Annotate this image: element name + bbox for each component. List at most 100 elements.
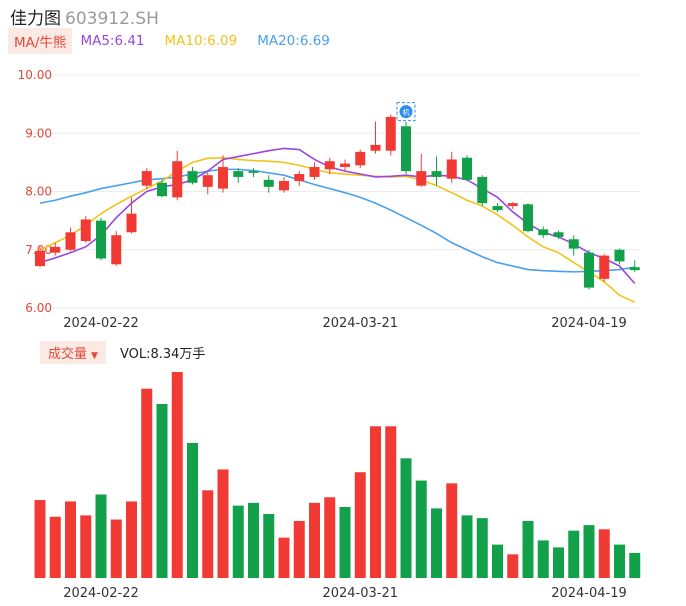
volume-toggle-label: 成交量 bbox=[48, 346, 88, 362]
ma10-label: MA10:6.09 bbox=[164, 33, 238, 49]
candle bbox=[248, 171, 259, 173]
candle bbox=[553, 232, 564, 237]
ma20-line bbox=[39, 168, 635, 273]
candle bbox=[218, 167, 228, 189]
volume-bar bbox=[232, 505, 244, 578]
volume-bar bbox=[461, 515, 473, 578]
candle bbox=[568, 239, 579, 249]
candle bbox=[279, 181, 289, 191]
candle bbox=[507, 203, 518, 207]
candle bbox=[340, 163, 350, 168]
volume-bar bbox=[293, 520, 305, 578]
ma20-label: MA20:6.69 bbox=[257, 33, 330, 49]
chevron-down-icon: ▼ bbox=[91, 350, 98, 361]
volume-bar bbox=[263, 513, 275, 578]
candle bbox=[385, 116, 396, 151]
volume-bar bbox=[522, 520, 534, 578]
volume-date-label: 2024-02-22 bbox=[63, 586, 139, 601]
volume-bar bbox=[415, 480, 427, 578]
candle bbox=[629, 267, 640, 271]
candle bbox=[599, 255, 610, 279]
candle bbox=[263, 179, 274, 187]
volume-bar bbox=[507, 554, 519, 578]
stock-name: 佳力图 bbox=[10, 9, 61, 29]
candle bbox=[401, 126, 411, 172]
volume-bar bbox=[400, 458, 412, 578]
stock-code: 603912.SH bbox=[65, 9, 159, 29]
event-marker-frame bbox=[396, 102, 416, 122]
volume-bar bbox=[431, 508, 442, 578]
candle bbox=[65, 232, 76, 250]
event-marker-icon bbox=[399, 105, 413, 119]
candle bbox=[80, 219, 91, 242]
volume-bar bbox=[614, 544, 625, 578]
volume-bar bbox=[126, 501, 137, 578]
volume-bar bbox=[49, 516, 61, 578]
candle bbox=[157, 182, 167, 197]
candle bbox=[370, 144, 381, 151]
candle bbox=[477, 176, 488, 204]
candle bbox=[462, 157, 472, 180]
ma-legend: MA/牛熊 MA5:6.41 MA10:6.09 MA20:6.69 bbox=[8, 28, 350, 54]
volume-bar bbox=[156, 404, 168, 578]
volume-bar bbox=[537, 540, 549, 578]
price-tick-label: 7.00 bbox=[25, 243, 52, 257]
volume-bar bbox=[354, 472, 366, 578]
volume-bar bbox=[65, 501, 76, 578]
volume-bar bbox=[248, 502, 259, 578]
volume-bar bbox=[141, 388, 153, 578]
candle bbox=[324, 161, 335, 170]
candle bbox=[35, 250, 45, 267]
candle bbox=[355, 151, 366, 166]
volume-bar bbox=[95, 494, 107, 578]
candle bbox=[141, 171, 152, 186]
candle bbox=[614, 249, 625, 262]
candle bbox=[446, 159, 457, 179]
candle bbox=[294, 174, 305, 182]
volume-legend: 成交量 ▼ VOL:8.34万手 bbox=[40, 340, 206, 364]
volume-toggle-button[interactable]: 成交量 ▼ bbox=[40, 340, 106, 364]
candle bbox=[96, 220, 106, 259]
volume-value: VOL:8.34万手 bbox=[119, 346, 206, 362]
ma5-line bbox=[39, 147, 636, 285]
event-marker-label: 机 bbox=[403, 108, 410, 117]
candle bbox=[584, 252, 594, 288]
volume-bar bbox=[476, 518, 488, 578]
candle bbox=[523, 204, 533, 232]
candle bbox=[172, 161, 183, 198]
candle bbox=[309, 167, 320, 177]
volume-bar bbox=[583, 525, 595, 578]
volume-date-label: 2024-03-21 bbox=[322, 586, 398, 601]
price-tick-label: 8.00 bbox=[25, 185, 52, 199]
volume-date-label: 2024-04-19 bbox=[551, 586, 627, 601]
price-date-label: 2024-03-21 bbox=[322, 316, 398, 331]
ma5-label: MA5:6.41 bbox=[80, 33, 145, 49]
volume-bar bbox=[309, 502, 320, 578]
volume-bar bbox=[598, 529, 610, 578]
volume-bar bbox=[385, 426, 397, 578]
volume-bar bbox=[339, 507, 351, 578]
stock-title: 佳力图 603912.SH bbox=[10, 4, 159, 29]
candle bbox=[431, 171, 442, 177]
volume-bar bbox=[370, 426, 381, 578]
candle bbox=[111, 235, 122, 265]
volume-bar bbox=[278, 537, 290, 578]
volume-bar bbox=[110, 519, 122, 578]
price-date-label: 2024-04-19 bbox=[551, 316, 627, 331]
candle bbox=[126, 213, 137, 233]
ma-toggle-button[interactable]: MA/牛熊 bbox=[8, 28, 73, 54]
candle bbox=[187, 171, 198, 183]
volume-bar bbox=[446, 483, 458, 578]
volume-bar bbox=[492, 544, 503, 578]
candle bbox=[538, 229, 549, 236]
volume-bar bbox=[202, 490, 214, 578]
volume-bar bbox=[187, 442, 198, 578]
candle bbox=[416, 171, 427, 186]
candle bbox=[233, 171, 244, 177]
volume-bar bbox=[217, 469, 229, 578]
price-tick-label: 10.00 bbox=[18, 68, 52, 82]
price-date-label: 2024-02-22 bbox=[63, 316, 139, 331]
volume-bar bbox=[568, 530, 580, 578]
price-tick-label: 9.00 bbox=[25, 126, 52, 140]
